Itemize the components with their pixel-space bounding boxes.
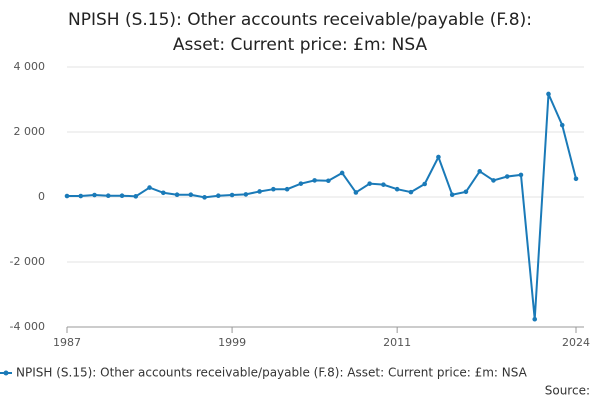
point: [546, 91, 551, 97]
y-tick-label: 0: [38, 190, 45, 203]
point: [491, 178, 496, 183]
point: [284, 186, 290, 192]
x-tick-label: 2011: [383, 336, 411, 349]
series-line: [67, 93, 577, 320]
point: [257, 189, 262, 194]
y-tick-label: -4 000: [10, 320, 45, 333]
point: [105, 193, 111, 198]
source: Source:: [545, 384, 590, 398]
legend-swatch-point: [3, 370, 9, 376]
point: [64, 193, 70, 199]
point: [174, 192, 180, 198]
point: [532, 316, 538, 322]
point: [367, 181, 372, 186]
point: [133, 194, 139, 199]
point: [229, 192, 235, 198]
y-tick-label: 2 000: [14, 125, 46, 138]
point: [298, 181, 304, 186]
point: [408, 189, 414, 195]
point: [353, 190, 359, 195]
point: [422, 181, 427, 187]
point: [463, 189, 469, 195]
point: [312, 178, 317, 183]
point: [326, 178, 331, 184]
point: [202, 195, 207, 200]
point: [160, 190, 166, 196]
point: [78, 193, 84, 199]
point: [449, 192, 455, 198]
point: [504, 174, 510, 179]
y-tick-label: -2 000: [10, 255, 45, 268]
point: [573, 176, 579, 182]
point: [119, 193, 125, 198]
point: [243, 192, 249, 197]
x-tick-label: 2024: [562, 336, 590, 349]
legend-label: NPISH (S.15): Other accounts receivable/…: [16, 366, 528, 380]
y-tick-label: 4 000: [14, 60, 46, 73]
point: [381, 182, 386, 187]
point: [188, 192, 194, 198]
point: [147, 185, 152, 190]
point: [271, 186, 276, 192]
x-tick-label: 1987: [53, 336, 81, 349]
x-tick-label: 1999: [218, 336, 246, 349]
point: [477, 169, 483, 174]
point: [518, 172, 524, 178]
point: [92, 192, 97, 198]
chart-title: NPISH (S.15): Other accounts receivable/…: [68, 10, 532, 55]
point: [216, 193, 221, 198]
point: [394, 186, 400, 192]
point: [339, 170, 345, 176]
point: [436, 154, 441, 160]
point: [559, 122, 565, 128]
